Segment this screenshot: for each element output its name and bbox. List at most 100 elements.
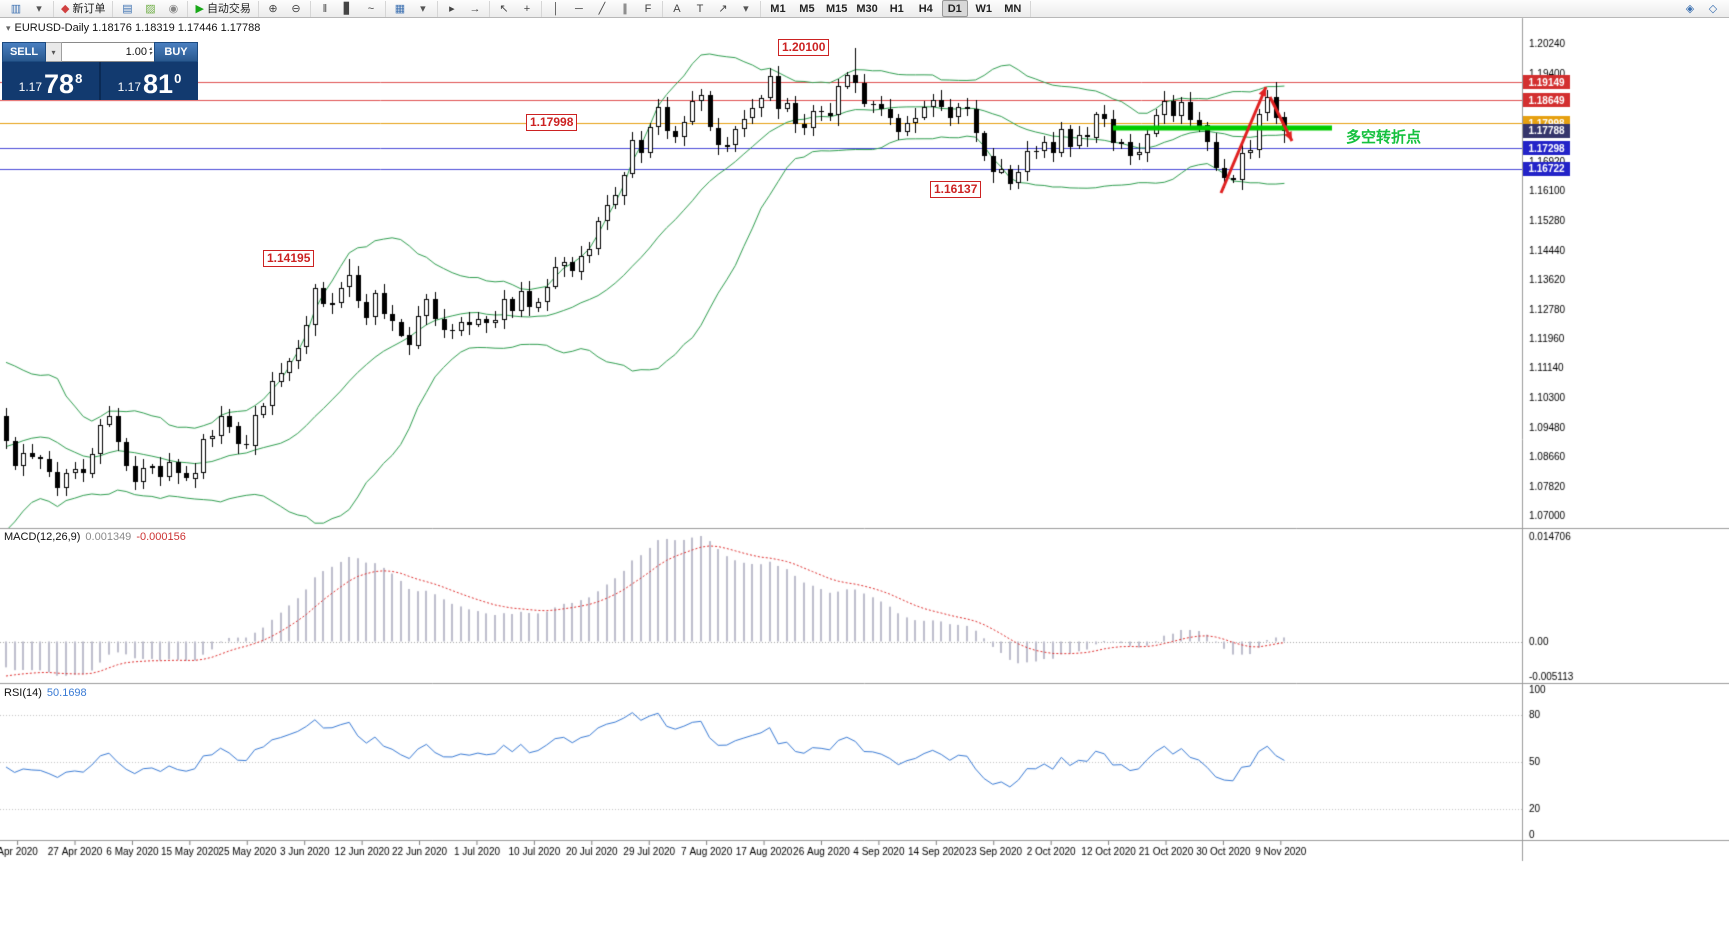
trendline-tool-icon: ╱: [598, 2, 606, 15]
collapse-panel-icon[interactable]: ▾: [6, 22, 11, 33]
new-order-button[interactable]: ◆ 新订单: [58, 0, 108, 17]
fibonacci-tool[interactable]: F: [638, 0, 658, 17]
timeframe-h4[interactable]: H4: [913, 0, 939, 17]
toolbar-group: ▤ ▨ ◉: [113, 0, 189, 17]
timeframe-m30[interactable]: M30: [853, 0, 880, 17]
chart-window-icon[interactable]: ▥: [6, 0, 26, 17]
turning-point-label[interactable]: 多空转折点: [1346, 128, 1422, 146]
sell-price[interactable]: 1.17 78 8: [2, 62, 99, 100]
horizontal-line-tool[interactable]: ─: [569, 0, 589, 17]
bar-chart-mode-button[interactable]: ‖: [315, 0, 335, 17]
toolbar-group: ⊕ ⊖: [259, 0, 311, 17]
sell-price-pip: 8: [75, 71, 83, 86]
macd-value-2: -0.000156: [136, 531, 186, 543]
macd-value-1: 0.001349: [85, 531, 132, 543]
quick-search-icon-icon: ◈: [1685, 2, 1695, 15]
line-chart-mode-button-icon: ~: [367, 2, 375, 15]
new-chart-dropdown[interactable]: ▾: [413, 0, 433, 17]
toolbar-group: │ ─ ╱ ∥ F: [542, 0, 663, 17]
timeframe-m1-label: M1: [770, 2, 786, 15]
volume-input[interactable]: 1.00 ▴ ▾: [62, 42, 154, 62]
timeframe-mn-label: MN: [1004, 2, 1022, 15]
fibonacci-tool-icon: F: [644, 2, 652, 15]
channel-tool-icon: ∥: [622, 2, 628, 15]
timeframe-m15[interactable]: M15: [823, 0, 850, 17]
rsi-indicator-label: RSI(14) 50.1698: [4, 687, 87, 699]
price-annotation[interactable]: 1.16137: [930, 180, 982, 198]
trendline-tool[interactable]: ╱: [592, 0, 612, 17]
rsi-value: 50.1698: [46, 687, 87, 699]
zoom-out-button[interactable]: ⊖: [286, 0, 306, 17]
sell-price-big: 78: [44, 69, 75, 99]
text-tool[interactable]: A: [667, 0, 687, 17]
line-chart-mode-button[interactable]: ~: [361, 0, 381, 17]
buy-price[interactable]: 1.17 81 0: [101, 62, 198, 100]
candlestick-mode-button[interactable]: ▋: [338, 0, 358, 17]
bar-chart-mode-button-icon: ‖: [322, 2, 328, 15]
new-chart-button[interactable]: ▦: [390, 0, 410, 17]
auto-trading-button-label: 自动交易: [206, 2, 251, 15]
data-window-icon-icon: ◉: [168, 2, 179, 15]
chart-window-dropdown[interactable]: ▾: [29, 0, 49, 17]
chart-ohlc-title: ▾ EURUSD-Daily 1.18176 1.18319 1.17446 1…: [6, 22, 260, 34]
timeframe-m1[interactable]: M1: [765, 0, 791, 17]
new-chart-button-icon: ▦: [394, 2, 406, 15]
chart-shift-button[interactable]: →: [465, 0, 485, 17]
price-annotation[interactable]: 1.14195: [263, 249, 315, 267]
text-label-tool[interactable]: T: [690, 0, 710, 17]
timeframe-m5[interactable]: M5: [794, 0, 820, 17]
auto-trading-button-icon: ▶: [195, 2, 204, 15]
timeframe-m15-label: M15: [825, 2, 848, 15]
price-annotation[interactable]: 1.20100: [778, 39, 830, 57]
timeframe-d1[interactable]: D1: [941, 0, 968, 17]
community-icon-icon: ◇: [1708, 2, 1718, 15]
volume-down-icon[interactable]: ▾: [148, 51, 152, 57]
quick-search-icon[interactable]: ◈: [1680, 0, 1700, 17]
new-order-button-label: 新订单: [72, 2, 106, 15]
toolbar-group: ◆ 新订单: [54, 0, 114, 17]
profiles-icon[interactable]: ▨: [140, 0, 160, 17]
volume-stepper[interactable]: ▴ ▾: [148, 46, 152, 57]
chart-shift-button-icon: →: [469, 2, 481, 15]
toolbar-group: ▥ ▾: [2, 0, 54, 17]
toolbar-group: ▸ →: [438, 0, 490, 17]
auto-trading-button[interactable]: ▶ 自动交易: [192, 0, 253, 17]
ohlc-text: EURUSD-Daily 1.18176 1.18319 1.17446 1.1…: [14, 22, 261, 34]
buy-price-big: 81: [143, 69, 174, 99]
horizontal-line-tool-icon: ─: [575, 2, 583, 15]
volume-preset-dropdown[interactable]: ▾: [46, 42, 62, 62]
objects-dropdown-icon: ▾: [743, 2, 749, 15]
text-tool-icon: A: [673, 2, 681, 15]
timeframe-h4-label: H4: [918, 2, 933, 15]
chart-window-dropdown-icon: ▾: [36, 2, 42, 15]
volume-up-icon[interactable]: ▴: [148, 46, 152, 52]
price-annotation[interactable]: 1.17998: [526, 114, 578, 132]
auto-scroll-button[interactable]: ▸: [442, 0, 462, 17]
cursor-tool-button[interactable]: ↖: [494, 0, 514, 17]
buy-button[interactable]: BUY: [154, 42, 198, 62]
sell-button[interactable]: SELL: [2, 42, 46, 62]
crosshair-tool-button[interactable]: +: [517, 0, 537, 17]
vertical-line-tool[interactable]: │: [546, 0, 566, 17]
timeframe-w1-label: W1: [975, 2, 993, 15]
channel-tool[interactable]: ∥: [615, 0, 635, 17]
arrow-objects-tool[interactable]: ↗: [713, 0, 733, 17]
timeframe-mn[interactable]: MN: [1000, 0, 1026, 17]
timeframe-w1[interactable]: W1: [971, 0, 997, 17]
cursor-tool-button-icon: ↖: [499, 2, 509, 15]
charts-grid-icon[interactable]: ▤: [117, 0, 137, 17]
toolbar: ▥ ▾ ◆ 新订单 ▤ ▨ ◉ ▶ 自动交易 ⊕ ⊖ ‖ ▋ ~ ▦ ▾ ▸ → ↖ + │ ─ ╱ ∥ F A T ↗ ▾ M1 M5 M1…: [0, 0, 1729, 18]
timeframe-h1[interactable]: H1: [884, 0, 910, 17]
crosshair-tool-button-icon: +: [523, 2, 531, 15]
zoom-in-button-icon: ⊕: [268, 2, 278, 15]
objects-dropdown[interactable]: ▾: [736, 0, 756, 17]
sell-price-prefix: 1.17: [18, 80, 43, 94]
data-window-icon[interactable]: ◉: [163, 0, 183, 17]
zoom-in-button[interactable]: ⊕: [263, 0, 283, 17]
zoom-out-button-icon: ⊖: [291, 2, 301, 15]
macd-name: MACD(12,26,9): [4, 531, 81, 543]
rsi-name: RSI(14): [4, 687, 42, 699]
community-icon[interactable]: ◇: [1703, 0, 1723, 17]
toolbar-group: ▶ 自动交易: [188, 0, 259, 17]
